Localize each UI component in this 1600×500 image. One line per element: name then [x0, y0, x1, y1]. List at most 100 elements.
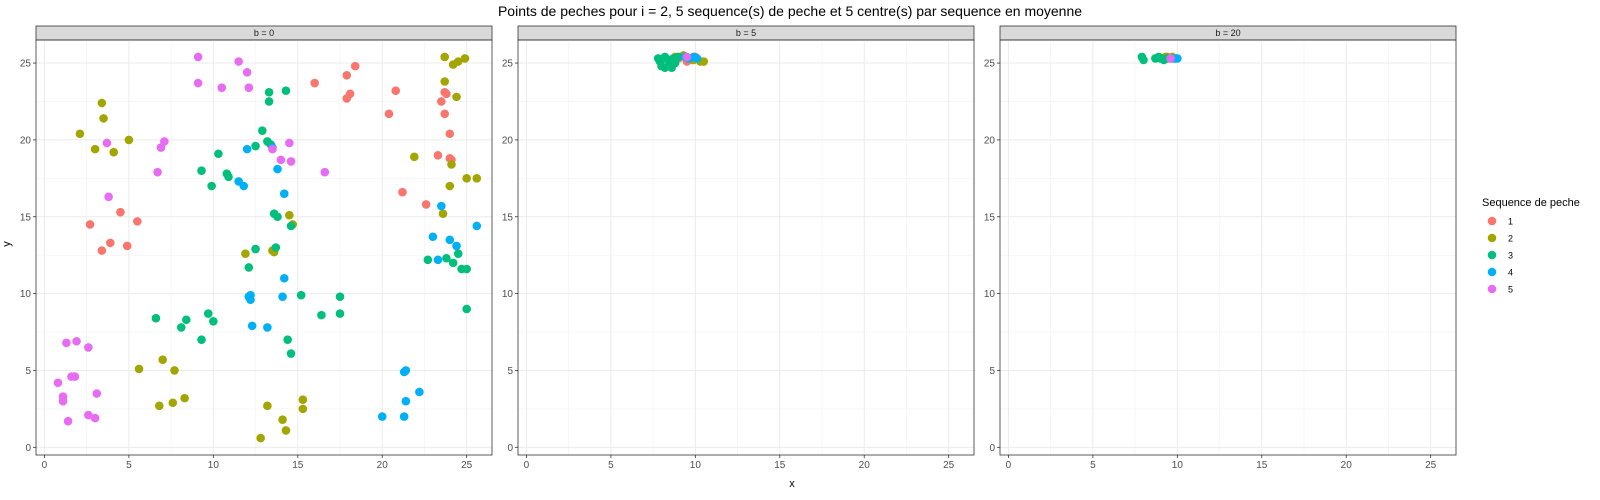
data-point	[460, 54, 470, 63]
data-point	[90, 413, 100, 423]
data-point	[399, 412, 409, 421]
data-point	[377, 412, 387, 421]
x-tick-label: 25	[461, 460, 473, 471]
y-tick-label: 10	[502, 289, 514, 300]
data-point	[453, 249, 463, 258]
y-tick-label: 20	[20, 135, 32, 146]
y-tick-label: 10	[20, 289, 32, 300]
legend-key	[1487, 284, 1497, 294]
data-point	[264, 97, 274, 106]
x-tick-label: 10	[208, 460, 220, 471]
x-tick-label: 5	[126, 460, 132, 471]
data-point	[268, 144, 277, 154]
facet-strip-label: b = 20	[1215, 28, 1240, 38]
data-point	[428, 232, 438, 242]
data-point	[234, 57, 243, 66]
facet-strip-label: b = 0	[254, 28, 274, 38]
chart-title: Points de peches pour i = 2, 5 sequence(…	[498, 3, 1082, 19]
data-point	[160, 137, 169, 146]
legend-key	[1487, 250, 1497, 260]
data-point	[410, 152, 419, 162]
data-point	[62, 338, 71, 348]
data-point	[170, 366, 179, 375]
data-point	[279, 273, 289, 283]
y-tick-label: 20	[984, 135, 996, 146]
data-point	[1139, 55, 1148, 65]
data-point	[134, 364, 144, 374]
data-point	[279, 189, 289, 199]
y-tick-label: 20	[502, 135, 514, 146]
data-point	[271, 243, 281, 252]
data-point	[342, 71, 352, 80]
x-tick-label: 20	[859, 460, 871, 471]
data-point	[102, 138, 112, 148]
data-point	[445, 129, 455, 139]
y-axis-title: y	[1, 241, 13, 247]
data-point	[273, 164, 282, 174]
data-point	[256, 433, 265, 443]
data-point	[258, 126, 267, 135]
y-tick-label: 25	[984, 59, 996, 70]
data-point	[214, 149, 223, 159]
facet-panel: b = 0 0 5 10 15 20 25 0 5 10 15 20 25	[20, 25, 493, 471]
data-point	[251, 244, 260, 254]
y-tick-label: 15	[502, 212, 514, 223]
data-point	[699, 57, 709, 66]
data-point	[197, 335, 206, 345]
data-point	[1173, 54, 1182, 63]
data-point	[263, 323, 272, 332]
data-point	[448, 258, 458, 268]
data-point	[180, 393, 189, 403]
data-point	[296, 290, 306, 300]
y-tick-label: 10	[984, 289, 996, 300]
x-tick-label: 15	[1256, 460, 1268, 471]
legend: Sequence de peche 1 2 3 4 5	[1482, 197, 1580, 295]
x-tick-label: 0	[524, 460, 530, 471]
data-point	[442, 89, 451, 99]
y-tick-label: 25	[20, 59, 32, 70]
data-point	[247, 321, 257, 331]
data-point	[153, 167, 162, 177]
data-point	[401, 366, 411, 375]
data-point	[423, 255, 433, 265]
x-tick-label: 10	[690, 460, 702, 471]
data-point	[320, 167, 330, 177]
x-tick-label: 25	[1425, 460, 1437, 471]
data-point	[281, 86, 291, 96]
data-point	[317, 310, 326, 320]
data-point	[452, 92, 461, 102]
x-tick-label: 5	[1090, 460, 1096, 471]
data-point	[283, 335, 292, 345]
data-point	[281, 426, 291, 435]
data-point	[682, 52, 692, 62]
data-point	[209, 316, 218, 326]
data-point	[193, 78, 203, 88]
data-point	[124, 135, 134, 145]
data-point	[85, 220, 95, 229]
panel-border	[35, 39, 493, 456]
data-point	[63, 416, 73, 426]
data-point	[421, 200, 431, 209]
data-point	[278, 415, 287, 424]
facet-panels: b = 0 0 5 10 15 20 25 0 5 10 15 20 25 b = 5 0 5 10 15 20 25…	[20, 25, 1457, 471]
data-point	[84, 343, 93, 352]
y-tick-label: 15	[984, 212, 996, 223]
x-tick-label: 15	[774, 460, 786, 471]
data-point	[104, 192, 113, 202]
data-point	[350, 61, 360, 71]
data-point	[310, 78, 319, 88]
data-point	[345, 89, 355, 99]
data-point	[53, 378, 63, 388]
data-point	[203, 309, 213, 318]
data-point	[97, 98, 107, 108]
data-point	[276, 155, 286, 165]
data-point	[239, 181, 249, 191]
y-tick-label: 0	[25, 443, 31, 454]
data-point	[70, 372, 80, 381]
data-point	[251, 141, 260, 151]
data-point	[207, 181, 216, 191]
data-point	[242, 144, 252, 154]
panel-border	[517, 39, 975, 456]
data-point	[90, 144, 100, 154]
